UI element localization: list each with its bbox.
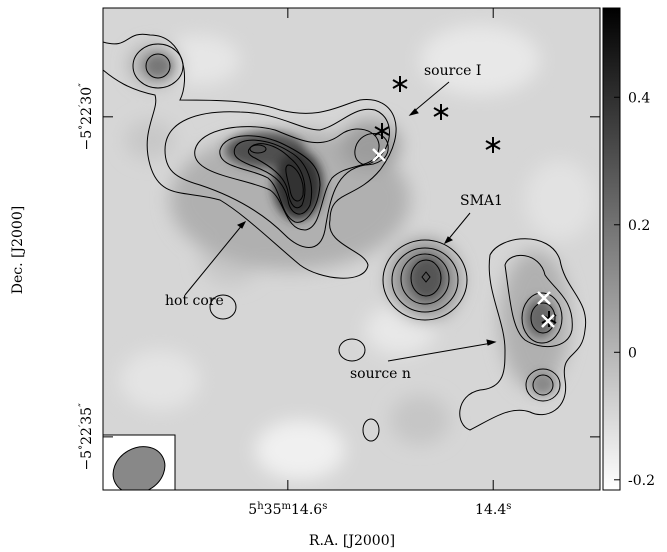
x-tick-label: 14.4s bbox=[475, 501, 511, 519]
annotation: SMA1 bbox=[460, 193, 503, 209]
y-tick-label: −5°22′35″ bbox=[78, 403, 96, 471]
annotation: source I bbox=[424, 63, 481, 79]
annotation: source n bbox=[350, 366, 411, 382]
annotation: hot core bbox=[165, 293, 224, 309]
colorbar-tick-label: 0.2 bbox=[628, 218, 650, 234]
colorbar-tick-label: 0.4 bbox=[628, 90, 650, 106]
x-tick-label: 5h35m14.6s bbox=[248, 501, 327, 519]
colorbar-tick-label: 0 bbox=[628, 345, 637, 361]
y-tick-label: −5°22′30″ bbox=[78, 83, 96, 151]
colorbar bbox=[602, 7, 621, 491]
y-axis-label: Dec. [J2000] bbox=[10, 206, 26, 294]
x-axis-label: R.A. [J2000] bbox=[309, 533, 395, 549]
map-image bbox=[103, 8, 600, 490]
colorbar-tick-label: -0.2 bbox=[628, 473, 655, 489]
frame bbox=[102, 7, 601, 491]
